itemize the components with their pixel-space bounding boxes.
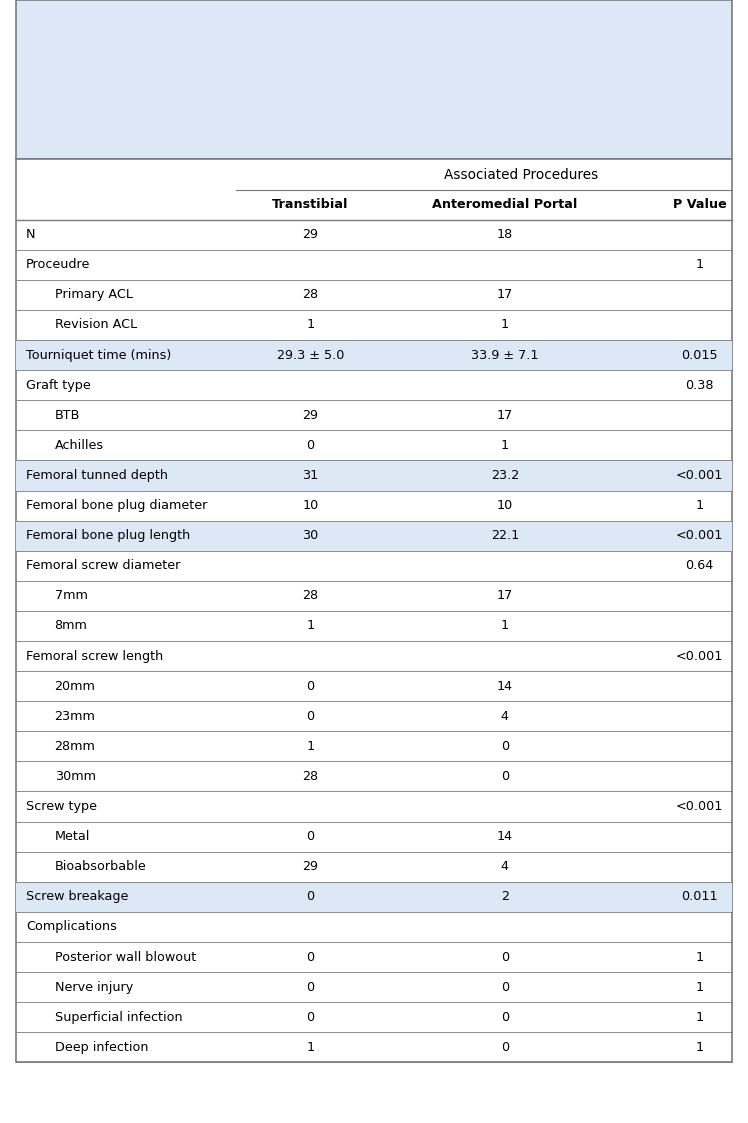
Text: Posterior wall blowout: Posterior wall blowout: [55, 950, 196, 964]
Text: <0.001: <0.001: [675, 469, 723, 482]
Text: 0.64: 0.64: [685, 559, 714, 573]
Text: Primary ACL: Primary ACL: [55, 289, 132, 301]
Bar: [16, 460, 732, 491]
Text: Screw breakage: Screw breakage: [26, 891, 129, 903]
Text: 1: 1: [501, 439, 509, 451]
Text: Revision ACL: Revision ACL: [55, 319, 137, 331]
Text: 29.3 ± 5.0: 29.3 ± 5.0: [277, 348, 344, 362]
Bar: [16, 882, 732, 912]
Text: P Value: P Value: [672, 198, 726, 211]
Text: 4: 4: [501, 860, 509, 874]
Text: 8mm: 8mm: [55, 620, 88, 632]
Bar: [16, 521, 732, 550]
Text: 28mm: 28mm: [55, 740, 96, 752]
Text: 28: 28: [302, 770, 319, 783]
Bar: [16, 159, 732, 1062]
Text: 18: 18: [497, 228, 513, 241]
Text: 30: 30: [302, 529, 319, 542]
Text: 31: 31: [302, 469, 319, 482]
Text: 10: 10: [497, 499, 513, 512]
Text: 0: 0: [501, 980, 509, 994]
Text: 1: 1: [696, 1011, 703, 1024]
Text: 20mm: 20mm: [55, 679, 96, 693]
Text: Superficial infection: Superficial infection: [55, 1011, 183, 1024]
Text: 0.38: 0.38: [685, 378, 714, 392]
Text: 29: 29: [302, 228, 319, 241]
Text: <0.001: <0.001: [675, 649, 723, 663]
Text: 1: 1: [696, 1041, 703, 1053]
Text: 1: 1: [696, 980, 703, 994]
Text: 1: 1: [696, 258, 703, 272]
Text: 17: 17: [497, 289, 513, 301]
Text: 4: 4: [501, 710, 509, 723]
Text: 1: 1: [307, 1041, 314, 1053]
Text: 28: 28: [302, 289, 319, 301]
Text: 0: 0: [501, 770, 509, 783]
Text: 30mm: 30mm: [55, 770, 96, 783]
Text: N: N: [26, 228, 36, 241]
Text: 0: 0: [307, 980, 314, 994]
Text: 0: 0: [501, 740, 509, 752]
Text: Proceudre: Proceudre: [26, 258, 91, 272]
Text: 33.9 ± 7.1: 33.9 ± 7.1: [471, 348, 539, 362]
Text: Bioabsorbable: Bioabsorbable: [55, 860, 147, 874]
Text: Achilles: Achilles: [55, 439, 104, 451]
Text: Screw type: Screw type: [26, 800, 97, 813]
Text: 29: 29: [302, 860, 319, 874]
Text: 1: 1: [307, 740, 314, 752]
Text: 0: 0: [307, 830, 314, 843]
Text: Associated Procedures: Associated Procedures: [444, 167, 598, 182]
Text: Metal: Metal: [55, 830, 90, 843]
Text: 1: 1: [501, 620, 509, 632]
Text: BTB: BTB: [55, 409, 80, 422]
Text: Nerve injury: Nerve injury: [55, 980, 133, 994]
Text: 17: 17: [497, 590, 513, 602]
Text: Femoral bone plug length: Femoral bone plug length: [26, 529, 191, 542]
Text: Femoral screw diameter: Femoral screw diameter: [26, 559, 180, 573]
Text: 0.011: 0.011: [681, 891, 717, 903]
Text: 29: 29: [302, 409, 319, 422]
Text: 14: 14: [497, 830, 513, 843]
Text: 10: 10: [302, 499, 319, 512]
Text: 1: 1: [307, 319, 314, 331]
Text: Femoral bone plug diameter: Femoral bone plug diameter: [26, 499, 207, 512]
Text: 0: 0: [307, 710, 314, 723]
Text: Transtibial: Transtibial: [272, 198, 349, 211]
Text: Femoral screw length: Femoral screw length: [26, 649, 163, 663]
Text: 0: 0: [307, 950, 314, 964]
Text: 0: 0: [501, 1011, 509, 1024]
Text: Deep infection: Deep infection: [55, 1041, 148, 1053]
Text: 14: 14: [497, 679, 513, 693]
Text: 1: 1: [696, 950, 703, 964]
Text: <0.001: <0.001: [675, 529, 723, 542]
Text: 0: 0: [307, 679, 314, 693]
Text: 28: 28: [302, 590, 319, 602]
Text: 1: 1: [696, 499, 703, 512]
Text: 2: 2: [501, 891, 509, 903]
Bar: [16, 340, 732, 371]
Text: 1: 1: [307, 620, 314, 632]
Text: 0: 0: [501, 950, 509, 964]
Text: Complications: Complications: [26, 921, 117, 933]
Text: 23mm: 23mm: [55, 710, 96, 723]
Text: 0: 0: [307, 891, 314, 903]
Text: 7mm: 7mm: [55, 590, 88, 602]
Text: 22.1: 22.1: [491, 529, 519, 542]
Text: Femoral tunned depth: Femoral tunned depth: [26, 469, 168, 482]
Text: Graft type: Graft type: [26, 378, 91, 392]
Bar: [16, 0, 732, 159]
Text: 17: 17: [497, 409, 513, 422]
Text: 0: 0: [307, 1011, 314, 1024]
Text: Tourniquet time (mins): Tourniquet time (mins): [26, 348, 171, 362]
Text: <0.001: <0.001: [675, 800, 723, 813]
Text: 1: 1: [501, 319, 509, 331]
Text: 23.2: 23.2: [491, 469, 519, 482]
Text: 0: 0: [307, 439, 314, 451]
Text: Anteromedial Portal: Anteromedial Portal: [432, 198, 577, 211]
Text: 0: 0: [501, 1041, 509, 1053]
Text: 0.015: 0.015: [681, 348, 717, 362]
